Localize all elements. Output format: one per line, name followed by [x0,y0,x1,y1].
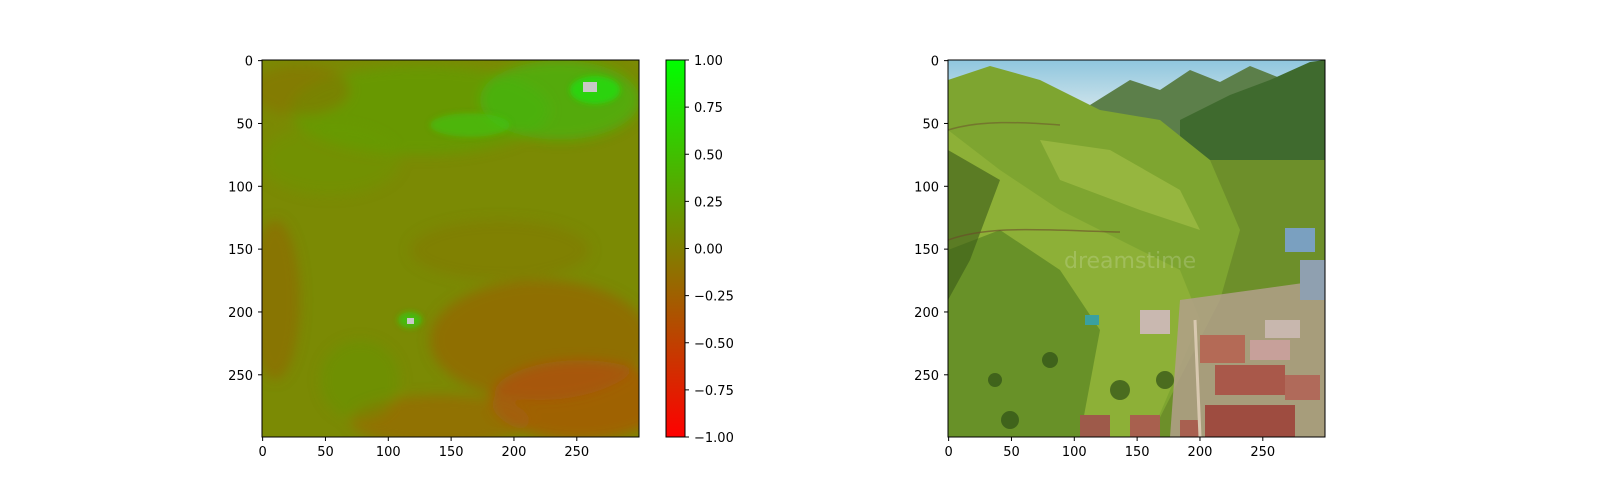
photo-frame [947,59,1326,438]
y-tick-label: 0 [931,55,939,70]
colorbar-tick-label: −1.00 [694,431,734,446]
x-tick-label: 250 [1250,445,1275,460]
colorbar-tick-label: 0.75 [694,101,723,116]
x-tick-label: 200 [502,445,527,460]
colorbar-tick-label: 0.25 [694,195,723,210]
heatmap-panel: 0 50 100 150 200 250 0 50 100 150 200 250 [228,55,640,460]
y-tick-label: 50 [236,117,253,132]
y-tick-label: 250 [228,369,253,384]
x-tick-label: 150 [1125,445,1150,460]
watermark-text: dreamstime [1064,249,1196,274]
village-buildings [1080,228,1325,437]
colorbar-tick-label: −0.75 [694,384,734,399]
colorbar-tick-label: −0.50 [694,337,734,352]
y-tick-label: 0 [245,55,253,70]
colorbar: 1.00 0.75 0.50 0.25 0.00 −0.25 −0.50 −0.75 −1.00 [665,54,734,446]
y-tick-label: 100 [228,180,253,195]
y-tick-label: 150 [228,243,253,258]
colorbar-tick-label: −0.25 [694,290,734,305]
photo-panel: dreamstime 0 50 100 150 200 250 0 50 100 150 200 2… [914,55,1326,460]
y-tick-label: 100 [914,180,939,195]
colorbar-tick-label: 0.50 [694,148,723,163]
x-tick-label: 150 [439,445,464,460]
y-tick-label: 250 [914,369,939,384]
colorbar-gradient [666,60,685,437]
y-tick-label: 50 [922,117,939,132]
x-tick-label: 0 [944,445,952,460]
y-tick-label: 150 [914,243,939,258]
x-tick-label: 0 [258,445,266,460]
x-tick-label: 250 [564,445,589,460]
x-tick-label: 200 [1188,445,1213,460]
x-tick-label: 100 [1062,445,1087,460]
heatmap-frame [261,59,640,438]
colorbar-tick-label: 0.00 [694,243,723,258]
heatmap-image [262,60,639,437]
landscape-photo: dreamstime [948,60,1325,437]
y-tick-label: 200 [228,306,253,321]
colorbar-tick-label: 1.00 [694,54,723,69]
x-tick-label: 100 [376,445,401,460]
x-tick-label: 50 [317,445,334,460]
x-tick-label: 50 [1003,445,1020,460]
y-tick-label: 200 [914,306,939,321]
